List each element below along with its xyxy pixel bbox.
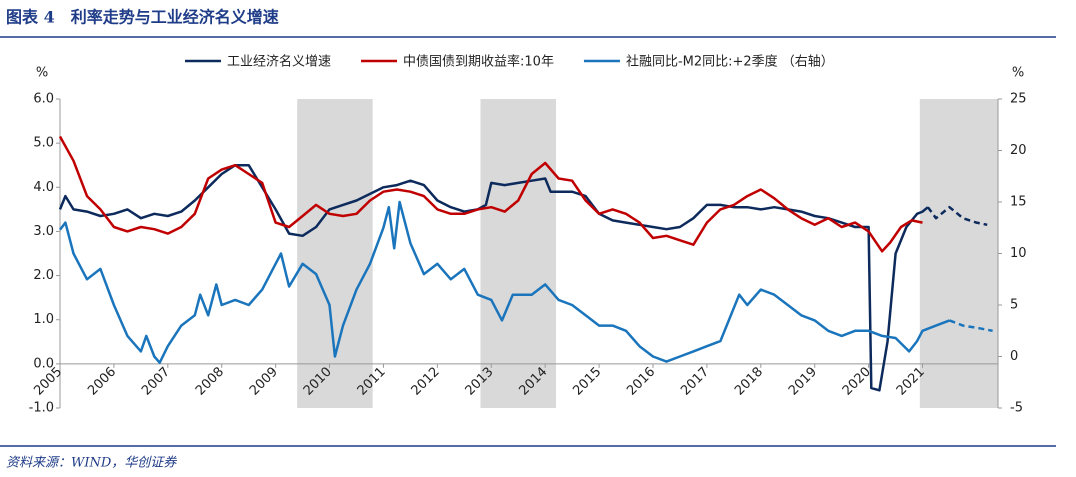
x-tick-label: 2018 (732, 365, 766, 399)
y-tick-label: -1.0 (29, 401, 54, 416)
y-tick-label: 0.0 (33, 356, 54, 371)
series-line (949, 319, 993, 333)
y-tick-label: 4.0 (33, 180, 54, 195)
y-tick-label: 5.0 (33, 136, 54, 151)
y2-tick-label: 15 (1010, 195, 1027, 210)
y2-unit: % (1012, 66, 1024, 81)
y-tick-label: 1.0 (33, 312, 54, 327)
x-tick-label: 2019 (786, 365, 820, 399)
y2-tick-label: 25 (1010, 92, 1027, 107)
y-unit: % (36, 66, 48, 81)
chart-title: 图表 4 利率走势与工业经济名义增速 (6, 8, 279, 27)
x-tick-label: 2016 (624, 365, 658, 399)
plot-background (297, 99, 998, 408)
shaded-range (919, 99, 998, 408)
legend: 工业经济名义增速 中债国债到期收益率:10年 社融同比-M2同比:+2季度 （右轴） (185, 54, 834, 70)
series-line (926, 205, 988, 227)
x-tick-label: 2020 (840, 365, 874, 399)
x-tick-label: 2017 (678, 365, 712, 399)
source: 资料来源：WIND，华创证券 (6, 456, 177, 471)
y2-tick-label: 10 (1010, 246, 1027, 261)
legend-label: 中债国债到期收益率:10年 (403, 54, 554, 70)
x-tick-label: 2007 (139, 365, 173, 399)
y2-tick-label: -5 (1010, 401, 1023, 416)
shaded-range (480, 99, 556, 408)
shaded-range (297, 99, 373, 408)
legend-label: 工业经济名义增速 (227, 54, 331, 70)
y2-tick-label: 20 (1010, 143, 1027, 158)
series-line (59, 200, 950, 364)
y-tick-label: 2.0 (33, 268, 54, 283)
x-tick-label: 2015 (570, 365, 604, 399)
x-tick-label: 2008 (193, 365, 227, 399)
legend-label: 社融同比-M2同比:+2季度 （右轴） (626, 54, 834, 70)
x-tick-label: 2006 (85, 365, 119, 399)
x-tick-label: 2012 (409, 365, 443, 399)
y2-tick-label: 5 (1010, 298, 1018, 313)
series-line (58, 135, 923, 253)
x-tick-label: 2009 (247, 365, 281, 399)
y2-tick-label: 0 (1010, 349, 1018, 364)
y-tick-label: 6.0 (33, 92, 54, 107)
y-tick-label: 3.0 (33, 224, 54, 239)
